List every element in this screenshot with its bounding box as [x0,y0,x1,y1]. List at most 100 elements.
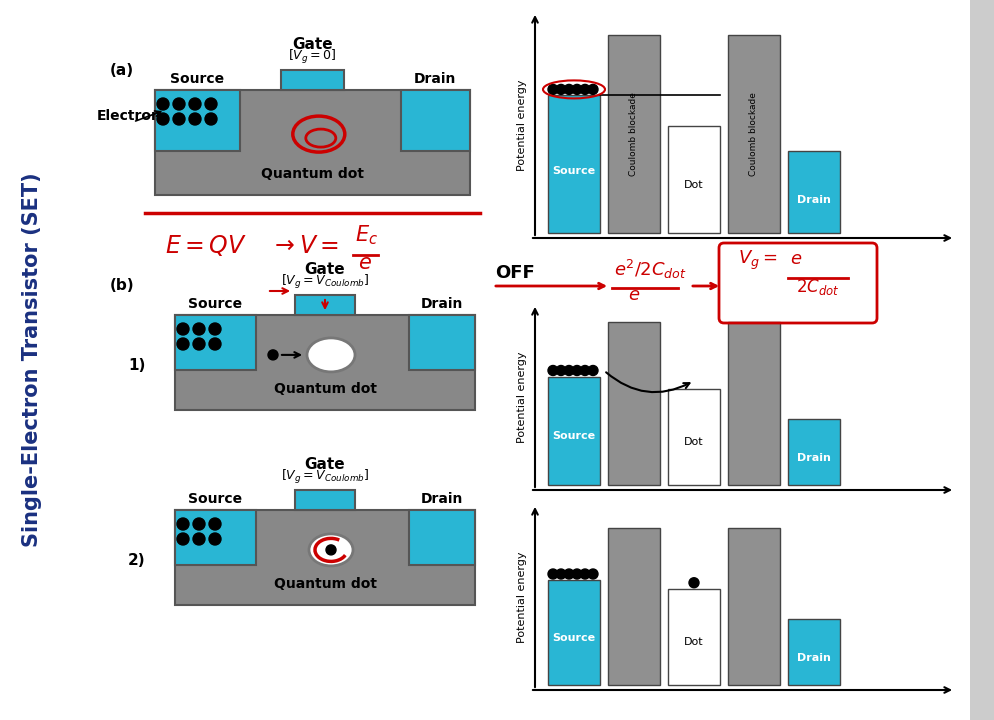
Text: Quantum dot: Quantum dot [273,382,377,396]
Text: Dot: Dot [684,437,704,446]
Circle shape [564,366,574,376]
Text: 1): 1) [128,358,145,373]
Text: $e^2/2C_{dot}$: $e^2/2C_{dot}$ [614,258,687,281]
Circle shape [564,84,574,94]
Circle shape [205,98,217,110]
Circle shape [572,84,582,94]
Circle shape [556,84,566,94]
Circle shape [209,338,221,350]
Text: Source: Source [553,431,595,441]
Circle shape [588,366,598,376]
Circle shape [205,113,217,125]
Bar [281,70,344,90]
Circle shape [548,84,558,94]
Circle shape [209,533,221,545]
Bar [155,90,240,151]
Circle shape [189,113,201,125]
Bar [788,418,840,485]
Bar [608,323,660,485]
Text: $E=QV$: $E=QV$ [165,233,248,258]
Text: $[V_g = V_{Coulomb}]$: $[V_g = V_{Coulomb}]$ [281,468,369,486]
Text: $[V_g = 0]$: $[V_g = 0]$ [288,48,337,66]
Bar [295,295,355,315]
Bar [608,528,660,685]
Bar [548,95,600,233]
Bar [401,90,470,151]
Circle shape [177,518,189,530]
Text: Potential energy: Potential energy [517,552,527,643]
Bar [668,125,720,233]
Text: Source: Source [189,492,243,506]
Text: Source: Source [553,633,595,643]
Bar [175,315,475,410]
Circle shape [189,98,201,110]
Circle shape [556,366,566,376]
Circle shape [209,323,221,335]
Bar [788,618,840,685]
Bar [608,35,660,233]
Ellipse shape [307,338,355,372]
Bar [668,389,720,485]
Circle shape [177,533,189,545]
Text: Gate: Gate [305,262,345,277]
Circle shape [326,545,336,555]
Circle shape [193,338,205,350]
Circle shape [193,518,205,530]
Bar [155,90,470,195]
Bar [175,510,256,565]
Text: Dot: Dot [684,179,704,189]
Text: Source: Source [553,166,595,176]
Circle shape [689,577,699,588]
Text: Dot: Dot [684,636,704,647]
Circle shape [572,569,582,579]
Bar [728,35,780,233]
Text: Coulomb blockade: Coulomb blockade [749,92,758,176]
Bar [295,490,355,510]
Circle shape [268,350,278,360]
Bar [409,315,475,370]
Bar [409,510,475,565]
Text: Drain: Drain [797,195,831,205]
Circle shape [556,569,566,579]
Text: Drain: Drain [420,492,463,506]
Text: Potential energy: Potential energy [517,80,527,171]
Text: Quantum dot: Quantum dot [261,167,364,181]
Text: Potential energy: Potential energy [517,352,527,444]
Circle shape [580,569,590,579]
Circle shape [173,113,185,125]
Text: Drain: Drain [420,297,463,311]
Text: Single-Electron Transistor (SET): Single-Electron Transistor (SET) [22,173,42,547]
Text: Drain: Drain [797,454,831,464]
Text: Gate: Gate [305,457,345,472]
Text: Source: Source [189,297,243,311]
Circle shape [548,366,558,376]
Text: Gate: Gate [292,37,333,52]
Circle shape [177,338,189,350]
Bar [728,323,780,485]
Circle shape [193,533,205,545]
Circle shape [572,366,582,376]
Text: Drain: Drain [797,654,831,663]
Text: Quantum dot: Quantum dot [273,577,377,591]
Ellipse shape [309,534,353,566]
Circle shape [548,569,558,579]
Bar [548,580,600,685]
Text: OFF: OFF [495,264,535,282]
Circle shape [193,323,205,335]
Circle shape [564,569,574,579]
Bar [175,510,475,605]
Circle shape [580,366,590,376]
Text: 2): 2) [128,553,146,568]
Circle shape [177,323,189,335]
Circle shape [588,84,598,94]
Text: $e$: $e$ [790,250,802,268]
Bar [175,315,256,370]
Bar [548,377,600,485]
Bar [788,151,840,233]
Bar [668,589,720,685]
Circle shape [588,569,598,579]
Text: $e$: $e$ [358,254,372,273]
Bar [728,528,780,685]
Text: $V_g=$: $V_g=$ [738,249,777,272]
Text: Coulomb blockade: Coulomb blockade [629,92,638,176]
